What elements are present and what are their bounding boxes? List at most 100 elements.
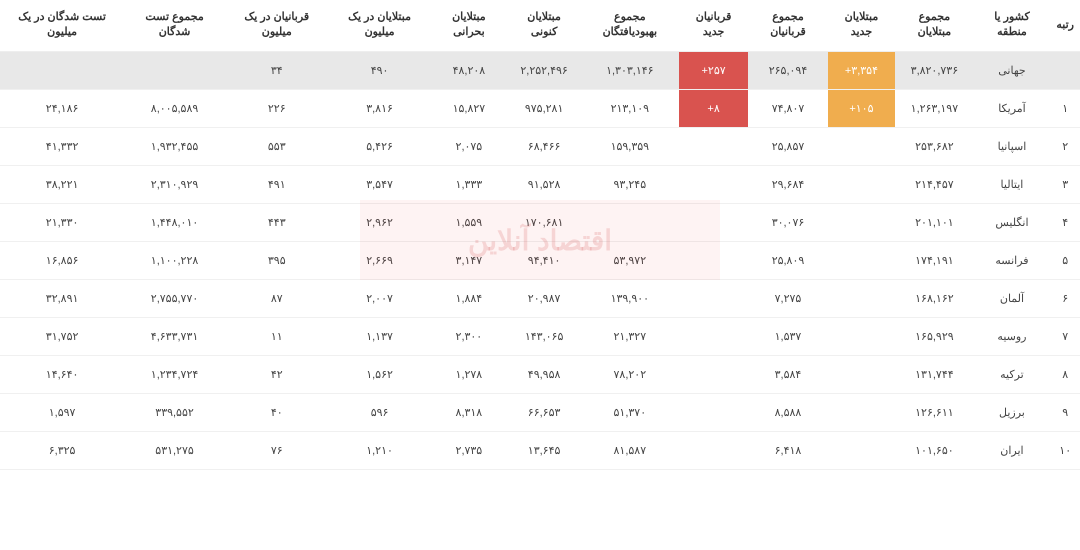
cell-recovered: ۵۳,۹۷۲ bbox=[581, 241, 679, 279]
cell-rank: ۳ bbox=[1050, 165, 1080, 203]
cell-critical: ۲,۰۷۵ bbox=[430, 127, 507, 165]
table-row: ۳ایتالیا۲۱۴,۴۵۷۲۹,۶۸۴۹۳,۲۴۵۹۱,۵۲۸۱,۳۳۳۳,… bbox=[0, 165, 1080, 203]
cell-critical: ۲,۳۰۰ bbox=[430, 317, 507, 355]
cell-critical: ۲,۷۳۵ bbox=[430, 431, 507, 469]
table-row: ۱۰ایران۱۰۱,۶۵۰۶,۴۱۸۸۱,۵۸۷۱۳,۶۴۵۲,۷۳۵۱,۲۱… bbox=[0, 431, 1080, 469]
cell-new_cases bbox=[828, 317, 896, 355]
cell-critical: ۱,۳۳۳ bbox=[430, 165, 507, 203]
cell-cases_per_m: ۳,۵۴۷ bbox=[329, 165, 431, 203]
col-total-deaths[interactable]: مجموع قربانیان bbox=[748, 0, 827, 51]
cell-country: انگلیس bbox=[974, 203, 1051, 241]
cell-active: ۹۴,۴۱۰ bbox=[507, 241, 581, 279]
col-tests-per-m[interactable]: تست شدگان در یک میلیون bbox=[0, 0, 124, 51]
cell-total_cases: ۱۰۱,۶۵۰ bbox=[895, 431, 973, 469]
col-recovered[interactable]: مجموع بهبودیافتگان bbox=[581, 0, 679, 51]
cell-cases_per_m: ۱,۲۱۰ bbox=[329, 431, 431, 469]
cell-tests: ۱,۲۳۴,۷۲۴ bbox=[124, 355, 225, 393]
cell-rank: ۸ bbox=[1050, 355, 1080, 393]
cell-tests_per_m: ۳۱,۷۵۲ bbox=[0, 317, 124, 355]
cell-country: اسپانیا bbox=[974, 127, 1051, 165]
table-row: ۹برزیل۱۲۶,۶۱۱۸,۵۸۸۵۱,۳۷۰۶۶,۶۵۳۸,۳۱۸۵۹۶۴۰… bbox=[0, 393, 1080, 431]
cell-deaths_per_m: ۴۴۳ bbox=[225, 203, 329, 241]
cell-total_deaths: ۳۰,۰۷۶ bbox=[748, 203, 827, 241]
table-row: ۲اسپانیا۲۵۳,۶۸۲۲۵,۸۵۷۱۵۹,۳۵۹۶۸,۴۶۶۲,۰۷۵۵… bbox=[0, 127, 1080, 165]
cell-recovered: ۹۳,۲۴۵ bbox=[581, 165, 679, 203]
cell-tests_per_m: ۱,۵۹۷ bbox=[0, 393, 124, 431]
cell-total_deaths: ۸,۵۸۸ bbox=[748, 393, 827, 431]
cell-deaths_per_m: ۸۷ bbox=[225, 279, 329, 317]
col-new-cases[interactable]: مبتلایان جدید bbox=[828, 0, 896, 51]
cell-cases_per_m: ۵,۴۲۶ bbox=[329, 127, 431, 165]
cell-total_cases: ۱,۲۶۳,۱۹۷ bbox=[895, 89, 973, 127]
cell-recovered: ۷۸,۲۰۲ bbox=[581, 355, 679, 393]
cell-total_cases: ۱۶۵,۹۲۹ bbox=[895, 317, 973, 355]
cell-recovered: ۲۱,۳۲۷ bbox=[581, 317, 679, 355]
cell-active: ۲,۲۵۲,۴۹۶ bbox=[507, 51, 581, 89]
cell-critical: ۱,۸۸۴ bbox=[430, 279, 507, 317]
cell-deaths_per_m: ۳۹۵ bbox=[225, 241, 329, 279]
cell-active: ۱۳,۶۴۵ bbox=[507, 431, 581, 469]
cell-new_deaths bbox=[679, 431, 749, 469]
cell-recovered: ۱۳۹,۹۰۰ bbox=[581, 279, 679, 317]
cell-cases_per_m: ۳,۸۱۶ bbox=[329, 89, 431, 127]
col-active[interactable]: مبتلایان کنونی bbox=[507, 0, 581, 51]
cell-total_deaths: ۲۹,۶۸۴ bbox=[748, 165, 827, 203]
cell-deaths_per_m: ۴۰ bbox=[225, 393, 329, 431]
cell-total_cases: ۱۲۶,۶۱۱ bbox=[895, 393, 973, 431]
cell-deaths_per_m: ۴۹۱ bbox=[225, 165, 329, 203]
table-row: ۵فرانسه۱۷۴,۱۹۱۲۵,۸۰۹۵۳,۹۷۲۹۴,۴۱۰۳,۱۴۷۲,۶… bbox=[0, 241, 1080, 279]
col-country[interactable]: کشور یا منطقه bbox=[974, 0, 1051, 51]
cell-new_deaths bbox=[679, 355, 749, 393]
cell-new_cases: +۳,۳۵۴ bbox=[828, 51, 896, 89]
col-rank[interactable]: رتبه bbox=[1050, 0, 1080, 51]
col-critical[interactable]: مبتلایان بحرانی bbox=[430, 0, 507, 51]
cell-recovered: ۸۱,۵۸۷ bbox=[581, 431, 679, 469]
cell-tests_per_m: ۳۸,۲۲۱ bbox=[0, 165, 124, 203]
cell-rank: ۶ bbox=[1050, 279, 1080, 317]
col-deaths-per-m[interactable]: قربانیان در یک میلیون bbox=[225, 0, 329, 51]
table-header-row: رتبه کشور یا منطقه مجموع مبتلایان مبتلای… bbox=[0, 0, 1080, 51]
cell-tests: ۱,۴۴۸,۰۱۰ bbox=[124, 203, 225, 241]
cell-total_cases: ۳,۸۲۰,۷۳۶ bbox=[895, 51, 973, 89]
covid-stats-table: رتبه کشور یا منطقه مجموع مبتلایان مبتلای… bbox=[0, 0, 1080, 470]
cell-deaths_per_m: ۱۱ bbox=[225, 317, 329, 355]
cell-cases_per_m: ۵۹۶ bbox=[329, 393, 431, 431]
cell-country: روسیه bbox=[974, 317, 1051, 355]
cell-critical: ۳,۱۴۷ bbox=[430, 241, 507, 279]
table-row: ۱آمریکا۱,۲۶۳,۱۹۷+۱۰۵۷۴,۸۰۷+۸۲۱۳,۱۰۹۹۷۵,۲… bbox=[0, 89, 1080, 127]
cell-total_cases: ۲۵۳,۶۸۲ bbox=[895, 127, 973, 165]
cell-total_deaths: ۷,۲۷۵ bbox=[748, 279, 827, 317]
cell-cases_per_m: ۱,۱۳۷ bbox=[329, 317, 431, 355]
col-tests[interactable]: مجموع تست شدگان bbox=[124, 0, 225, 51]
col-cases-per-m[interactable]: مبتلایان در یک میلیون bbox=[329, 0, 431, 51]
cell-critical: ۸,۳۱۸ bbox=[430, 393, 507, 431]
col-new-deaths[interactable]: قربانیان جدید bbox=[679, 0, 749, 51]
cell-recovered: ۱,۳۰۳,۱۴۶ bbox=[581, 51, 679, 89]
cell-new_deaths bbox=[679, 127, 749, 165]
table-row: جهانی۳,۸۲۰,۷۳۶+۳,۳۵۴۲۶۵,۰۹۴+۲۵۷۱,۳۰۳,۱۴۶… bbox=[0, 51, 1080, 89]
cell-critical: ۱,۵۵۹ bbox=[430, 203, 507, 241]
cell-cases_per_m: ۲,۰۰۷ bbox=[329, 279, 431, 317]
cell-tests: ۴,۶۳۳,۷۳۱ bbox=[124, 317, 225, 355]
cell-new_deaths bbox=[679, 393, 749, 431]
cell-deaths_per_m: ۴۲ bbox=[225, 355, 329, 393]
cell-active: ۱۷۰,۶۸۱ bbox=[507, 203, 581, 241]
cell-tests: ۳۳۹,۵۵۲ bbox=[124, 393, 225, 431]
cell-total_deaths: ۲۵,۸۵۷ bbox=[748, 127, 827, 165]
cell-country: آلمان bbox=[974, 279, 1051, 317]
cell-new_cases bbox=[828, 431, 896, 469]
cell-active: ۴۹,۹۵۸ bbox=[507, 355, 581, 393]
cell-tests: ۸,۰۰۵,۵۸۹ bbox=[124, 89, 225, 127]
cell-rank: ۱ bbox=[1050, 89, 1080, 127]
cell-country: ایتالیا bbox=[974, 165, 1051, 203]
cell-new_deaths: +۸ bbox=[679, 89, 749, 127]
cell-critical: ۴۸,۲۰۸ bbox=[430, 51, 507, 89]
cell-rank: ۵ bbox=[1050, 241, 1080, 279]
cell-tests: ۱,۱۰۰,۲۲۸ bbox=[124, 241, 225, 279]
cell-new_cases bbox=[828, 279, 896, 317]
cell-cases_per_m: ۴۹۰ bbox=[329, 51, 431, 89]
cell-total_deaths: ۲۵,۸۰۹ bbox=[748, 241, 827, 279]
cell-new_deaths bbox=[679, 317, 749, 355]
cell-rank: ۲ bbox=[1050, 127, 1080, 165]
col-total-cases[interactable]: مجموع مبتلایان bbox=[895, 0, 973, 51]
